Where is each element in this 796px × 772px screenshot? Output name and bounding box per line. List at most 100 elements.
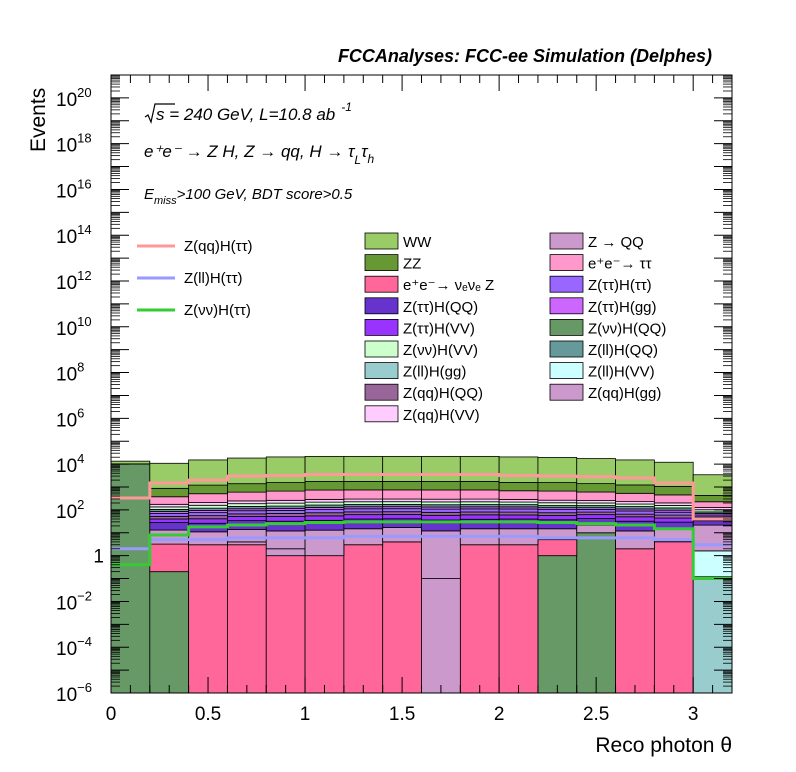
bar-12-8 xyxy=(421,501,461,506)
annotation-process-mid: τ xyxy=(361,142,369,161)
bar-13-3 xyxy=(227,500,267,505)
legend-line-label-1: Z(ll)H(ττ) xyxy=(184,270,243,287)
bar-13-4 xyxy=(265,499,306,504)
legend-bkg-a-label-2: e⁺e⁻→ νₑνₑ Z xyxy=(403,277,494,294)
y-tick-label-5: 104 xyxy=(56,451,84,477)
bar-8-10 xyxy=(498,511,539,516)
bar-16-7 xyxy=(382,455,422,482)
bar-15-9 xyxy=(459,481,500,491)
bar-1-14 xyxy=(653,541,694,694)
signal-line-1 xyxy=(111,534,732,551)
x-tick-label-1: 0.5 xyxy=(195,704,221,725)
bar-9-9 xyxy=(459,508,500,513)
legend-bkg-a-swatch-4 xyxy=(364,318,399,336)
bar-7-3 xyxy=(227,515,267,522)
bar-7-8 xyxy=(421,514,461,521)
bar-14-3 xyxy=(227,491,267,502)
legend-bkg-b-swatch-4 xyxy=(549,318,584,336)
bar-0-11 xyxy=(537,555,578,694)
bar-6-1 xyxy=(149,522,190,531)
bar-15-2 xyxy=(188,484,228,495)
bar-5-7 xyxy=(382,527,422,543)
bar-7-12 xyxy=(576,514,616,519)
bar-2-8 xyxy=(421,578,461,694)
bar-2-4 xyxy=(265,548,306,557)
bar-9-7 xyxy=(382,508,422,513)
y-axis-label: Events xyxy=(27,88,50,152)
legend-bkg-b-label-1: e⁺e⁻→ ττ xyxy=(588,256,652,273)
bar-14-7 xyxy=(382,489,422,500)
bar-5-1 xyxy=(149,529,190,545)
bar-16-3 xyxy=(227,457,267,485)
bar-16-6 xyxy=(343,455,384,482)
bar-7-1 xyxy=(149,518,190,523)
bar-7-6 xyxy=(343,514,384,520)
bar-9-1 xyxy=(149,513,190,517)
bar-14-9 xyxy=(459,489,500,500)
bar-5-8 xyxy=(421,530,461,579)
bar-8-9 xyxy=(459,511,500,516)
legend-bkg-a-swatch-6 xyxy=(364,362,399,380)
bar-16-4 xyxy=(265,456,306,483)
legend-bkg-a-label-3: Z(ττ)H(QQ) xyxy=(403,299,478,316)
legend-bkg-a-label-1: ZZ xyxy=(403,256,421,273)
bar-14-11 xyxy=(537,490,578,501)
annotation-cut-e: E xyxy=(144,186,155,203)
bar-6-15 xyxy=(692,520,733,526)
y-tick-label-10: 1014 xyxy=(56,222,92,248)
bar-7-7 xyxy=(382,514,422,520)
bar-1-4 xyxy=(265,555,306,694)
annotation-cut: Emiss>100 GeV, BDT score>0.5 xyxy=(144,186,353,207)
y-tick-label-2: 10−2 xyxy=(56,588,92,614)
bar-1-11 xyxy=(537,539,578,557)
bar-5-12 xyxy=(576,524,616,534)
x-tick-label-3: 1.5 xyxy=(389,704,415,725)
legend-bkg-b-label-2: Z(ττ)H(ττ) xyxy=(588,277,652,294)
annotation-energy-sqrt: s xyxy=(156,105,165,124)
bar-1-1 xyxy=(149,543,190,573)
legend-bkg-b-label-6: Z(ll)H(VV) xyxy=(588,364,655,381)
bar-12-2 xyxy=(188,504,228,509)
legend-bkg-b-swatch-1 xyxy=(549,254,584,272)
bar-16-11 xyxy=(537,457,578,483)
x-tick-label-4: 2 xyxy=(494,704,505,725)
bar-16-8 xyxy=(421,455,461,482)
legend-bkg-a-label-8: Z(qq)H(VV) xyxy=(403,407,480,424)
legend-bkg-a-label-0: WW xyxy=(403,234,432,251)
bar-1-5 xyxy=(304,555,345,694)
bar-1-7 xyxy=(382,541,422,694)
legend-bkg-b-label-0: Z → QQ xyxy=(588,234,644,251)
y-tick-label-11: 1016 xyxy=(56,176,92,202)
bar-13-6 xyxy=(343,498,384,503)
bar-9-12 xyxy=(576,509,616,513)
legend-bkg-b-swatch-7 xyxy=(549,383,584,401)
bar-14-1 xyxy=(149,496,190,505)
bar-13-8 xyxy=(421,498,461,503)
legend-bkg-b-swatch-3 xyxy=(549,297,584,315)
annotation-process-sub2: h xyxy=(367,152,374,166)
bar-7-10 xyxy=(498,514,539,520)
annotation-energy-rest: = 240 GeV, L=10.8 ab xyxy=(165,105,336,124)
bar-0-1 xyxy=(149,571,190,694)
bar-12-6 xyxy=(343,501,384,505)
bar-14-12 xyxy=(576,491,616,501)
bar-15-1 xyxy=(149,487,190,498)
legend-bkg-b-label-4: Z(νν)H(QQ) xyxy=(588,320,666,337)
legend-bkg-a-swatch-3 xyxy=(364,297,399,315)
bar-12-9 xyxy=(459,501,500,505)
y-tick-label-8: 1010 xyxy=(56,314,92,340)
x-tick-label-2: 1 xyxy=(300,704,311,725)
bar-7-13 xyxy=(615,516,655,522)
signal-line-2 xyxy=(111,520,732,581)
bar-16-5 xyxy=(304,455,345,482)
legend-bkg-b-swatch-5 xyxy=(549,340,584,358)
bar-14-6 xyxy=(343,489,384,500)
annotation-energy: s = 240 GeV, L=10.8 ab -1 xyxy=(144,100,352,124)
x-tick-label-0: 0 xyxy=(106,704,117,725)
x-tick-label-6: 3 xyxy=(688,704,699,725)
chart-title: FCCAnalyses: FCC-ee Simulation (Delphes) xyxy=(338,46,712,66)
bar-13-9 xyxy=(459,498,500,503)
bar-14-10 xyxy=(498,490,539,500)
bar-7-14 xyxy=(653,517,694,523)
